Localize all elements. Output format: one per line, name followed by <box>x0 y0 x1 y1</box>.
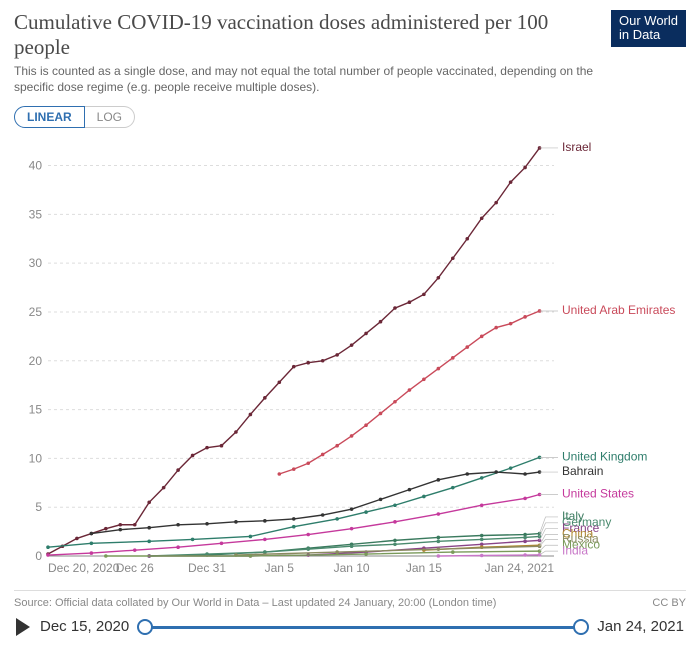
linear-toggle[interactable]: LINEAR <box>14 106 85 128</box>
svg-text:Dec 26: Dec 26 <box>116 561 154 575</box>
timeline: Dec 15, 2020 Jan 24, 2021 <box>14 609 686 641</box>
svg-text:15: 15 <box>29 402 43 416</box>
play-icon[interactable] <box>16 618 30 636</box>
svg-text:40: 40 <box>29 158 43 172</box>
svg-text:Jan 24, 2021: Jan 24, 2021 <box>485 561 555 575</box>
svg-text:United States: United States <box>562 486 634 500</box>
svg-text:Israel: Israel <box>562 140 591 154</box>
chart-title: Cumulative COVID-19 vaccination doses ad… <box>14 10 599 60</box>
chart-area: 0 5 10 15 20 25 30 35 40 Dec 20, 2020Dec 26 Dec 31… <box>14 136 686 586</box>
svg-text:United Arab Emirates: United Arab Emirates <box>562 303 675 317</box>
svg-text:Jan 15: Jan 15 <box>406 561 442 575</box>
timeline-end: Jan 24, 2021 <box>597 618 684 635</box>
log-toggle[interactable]: LOG <box>85 106 135 128</box>
svg-text:5: 5 <box>35 500 42 514</box>
license-text: CC BY <box>652 597 686 609</box>
svg-text:35: 35 <box>29 207 43 221</box>
time-slider[interactable] <box>139 617 587 637</box>
svg-text:25: 25 <box>29 305 43 319</box>
footer: Source: Official data collated by Our Wo… <box>14 590 686 609</box>
header: Cumulative COVID-19 vaccination doses ad… <box>14 10 686 96</box>
svg-text:Dec 20, 2020: Dec 20, 2020 <box>48 561 120 575</box>
svg-text:30: 30 <box>29 256 43 270</box>
owid-logo[interactable]: Our World in Data <box>611 10 686 47</box>
source-text: Source: Official data collated by Our Wo… <box>14 597 496 609</box>
svg-text:Jan 10: Jan 10 <box>334 561 370 575</box>
svg-text:Bahrain: Bahrain <box>562 464 603 478</box>
svg-text:Dec 31: Dec 31 <box>188 561 226 575</box>
timeline-start: Dec 15, 2020 <box>40 618 129 635</box>
svg-text:Jan 5: Jan 5 <box>265 561 295 575</box>
scale-toggle: LINEARLOG <box>14 106 686 128</box>
chart-subtitle: This is counted as a single dose, and ma… <box>14 64 599 95</box>
svg-text:20: 20 <box>29 353 43 367</box>
svg-text:0: 0 <box>35 549 42 563</box>
svg-text:India: India <box>562 543 588 557</box>
svg-text:10: 10 <box>29 451 43 465</box>
svg-text:United Kingdom: United Kingdom <box>562 449 647 463</box>
